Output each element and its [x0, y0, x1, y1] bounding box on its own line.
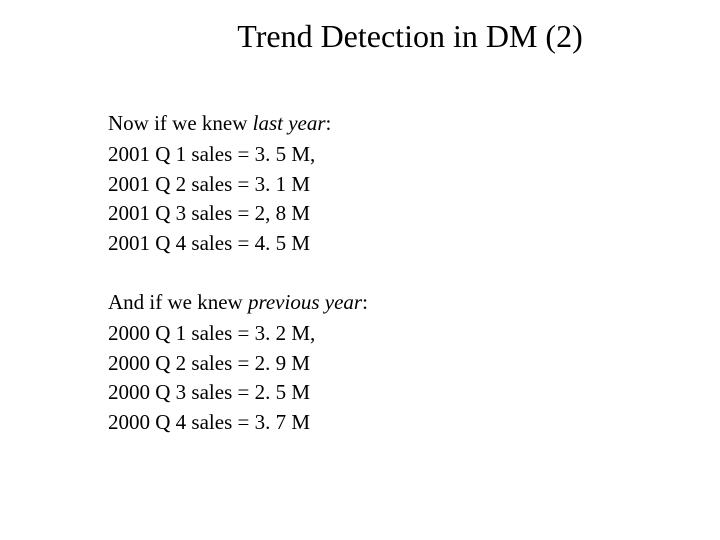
section-previous-year: And if we knew previous year: 2000 Q 1 s… — [108, 288, 720, 437]
intro-last-year: Now if we knew last year: — [108, 109, 720, 138]
data-line: 2000 Q 1 sales = 3. 2 M, — [108, 319, 720, 348]
intro-prefix: Now if we knew — [108, 111, 253, 135]
data-line: 2001 Q 2 sales = 3. 1 M — [108, 170, 720, 199]
data-line: 2000 Q 3 sales = 2. 5 M — [108, 378, 720, 407]
intro-prefix: And if we knew — [108, 290, 248, 314]
intro-previous-year: And if we knew previous year: — [108, 288, 720, 317]
section-last-year: Now if we knew last year: 2001 Q 1 sales… — [108, 109, 720, 258]
slide-title: Trend Detection in DM (2) — [0, 0, 720, 55]
intro-italic: last year — [253, 111, 326, 135]
data-line: 2000 Q 4 sales = 3. 7 M — [108, 408, 720, 437]
intro-suffix: : — [362, 290, 368, 314]
intro-suffix: : — [326, 111, 332, 135]
data-line: 2001 Q 3 sales = 2, 8 M — [108, 199, 720, 228]
data-line: 2001 Q 4 sales = 4. 5 M — [108, 229, 720, 258]
intro-italic: previous year — [248, 290, 362, 314]
data-line: 2000 Q 2 sales = 2. 9 M — [108, 349, 720, 378]
data-line: 2001 Q 1 sales = 3. 5 M, — [108, 140, 720, 169]
slide-content: Now if we knew last year: 2001 Q 1 sales… — [0, 55, 720, 437]
